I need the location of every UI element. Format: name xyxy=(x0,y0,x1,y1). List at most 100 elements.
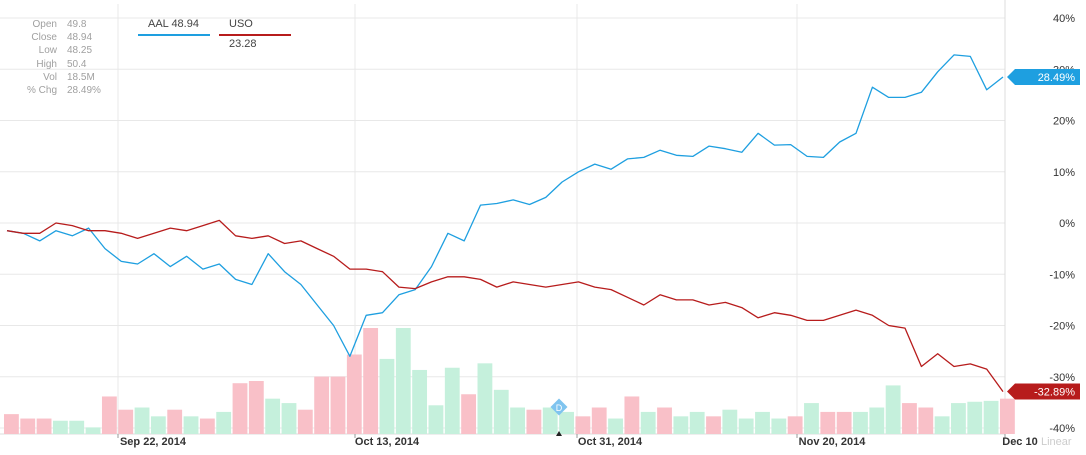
volume-bar xyxy=(281,403,297,434)
chart-grid xyxy=(0,0,1006,435)
ohlc-label: Low xyxy=(38,45,57,57)
event-marker[interactable]: D xyxy=(550,398,568,436)
x-tick-label: Nov 20, 2014 xyxy=(799,436,867,448)
volume-bar xyxy=(689,411,705,434)
volume-bar xyxy=(199,418,215,434)
ohlc-label: Open xyxy=(32,19,57,30)
ohlc-value: 48.25 xyxy=(67,45,93,57)
last-value-tag-label: -32.89% xyxy=(1034,387,1075,399)
volume-bar xyxy=(493,389,509,434)
volume-bar xyxy=(297,409,313,434)
volume-bar xyxy=(853,411,868,434)
volume-bar xyxy=(101,396,117,434)
last-value-tag-label: 28.49% xyxy=(1038,72,1076,84)
y-tick-label: -20% xyxy=(1049,321,1075,333)
volume-bar xyxy=(820,411,836,434)
ohlc-label: % Chg xyxy=(26,84,57,96)
volume-bar xyxy=(477,363,493,434)
ohlc-row-vol: Vol 18.5M xyxy=(14,71,101,84)
y-tick-label: 10% xyxy=(1053,167,1075,179)
volume-bar xyxy=(510,407,525,434)
volume-bar xyxy=(706,416,721,434)
volume-bar xyxy=(983,400,999,434)
series-line-uso xyxy=(6,219,1004,392)
volume-bar xyxy=(755,411,770,434)
volume-bar xyxy=(559,411,574,434)
volume-bar xyxy=(314,376,330,434)
volume-bar xyxy=(265,398,281,434)
ohlc-value: 49.8 xyxy=(67,19,87,30)
x-tick-label: Oct 31, 2014 xyxy=(578,436,643,448)
series-line-aal xyxy=(6,54,1004,357)
ohlc-row-open: Open 49.8 xyxy=(14,18,101,31)
volume-bar xyxy=(4,414,19,434)
legend-item-uso[interactable]: USO 23.28 xyxy=(219,14,291,50)
volume-bar xyxy=(363,328,379,434)
volume-bar xyxy=(526,409,542,434)
volume-bar xyxy=(575,416,591,434)
volume-bar xyxy=(902,403,917,434)
legend-item-aal[interactable]: AAL 48.94 xyxy=(138,14,210,36)
volume-bar xyxy=(608,418,623,434)
x-tick-label: Sep 22, 2014 xyxy=(120,436,187,448)
ohlc-label: Close xyxy=(31,32,57,44)
volume-bar xyxy=(1000,398,1015,434)
ohlc-value: 28.49% xyxy=(67,84,101,96)
y-tick-label: -30% xyxy=(1049,372,1075,384)
volume-bar xyxy=(722,409,738,434)
volume-bar xyxy=(183,416,199,434)
volume-bar xyxy=(216,411,232,434)
ohlc-row-chg: % Chg 28.49% xyxy=(14,84,101,97)
volume-bars xyxy=(4,328,1015,434)
event-diamond xyxy=(550,398,568,416)
volume-bar xyxy=(412,369,428,434)
volume-bar xyxy=(52,420,68,434)
volume-bar xyxy=(428,405,444,434)
event-pointer xyxy=(556,431,562,436)
y-tick-label: 20% xyxy=(1053,116,1075,128)
volume-bar xyxy=(330,376,346,434)
ohlc-label: Vol xyxy=(43,71,57,83)
volume-bar xyxy=(787,416,803,434)
volume-bar xyxy=(657,407,672,434)
y-tick-label: -10% xyxy=(1049,269,1075,281)
volume-bar xyxy=(232,383,248,434)
volume-bar xyxy=(885,385,901,434)
volume-bar xyxy=(542,407,558,434)
volume-bar xyxy=(346,354,362,434)
volume-bar xyxy=(738,418,754,434)
scale-label[interactable]: Linear xyxy=(1041,436,1072,448)
volume-bar xyxy=(85,427,101,434)
volume-bar xyxy=(444,367,460,434)
volume-bar xyxy=(836,411,852,434)
volume-bar xyxy=(951,403,966,434)
volume-bar xyxy=(20,418,36,434)
last-value-tag xyxy=(1007,383,1080,400)
ohlc-row-high: High 50.4 xyxy=(14,58,101,71)
ohlc-row-low: Low 48.25 xyxy=(14,44,101,57)
volume-bar xyxy=(395,328,411,434)
volume-bar xyxy=(69,420,85,434)
volume-bar xyxy=(640,411,656,434)
y-tick-label: 40% xyxy=(1053,13,1075,25)
volume-bar xyxy=(869,407,885,434)
x-axis: Sep 22, 2014 Oct 13, 2014 Oct 31, 2014 Nov … xyxy=(117,434,1038,448)
volume-bar xyxy=(248,381,264,434)
volume-bar xyxy=(461,394,477,434)
ohlc-row-close: Close 48.94 xyxy=(14,31,101,44)
ohlc-value: 50.4 xyxy=(67,58,87,70)
x-tick-label: Oct 13, 2014 xyxy=(355,436,420,448)
series-lines xyxy=(6,54,1004,392)
volume-bar xyxy=(150,416,166,434)
volume-bar xyxy=(118,409,134,434)
x-tick-label: Dec 10 xyxy=(1002,436,1037,448)
y-tick-label: -40% xyxy=(1049,423,1075,435)
volume-bar xyxy=(804,403,819,434)
volume-bar xyxy=(591,407,607,434)
volume-bar xyxy=(934,416,950,434)
volume-bar xyxy=(379,358,395,434)
legend: AAL 48.94 USO 23.28 xyxy=(138,14,300,50)
volume-bar xyxy=(918,407,934,434)
ohlc-value: 48.94 xyxy=(67,32,93,44)
